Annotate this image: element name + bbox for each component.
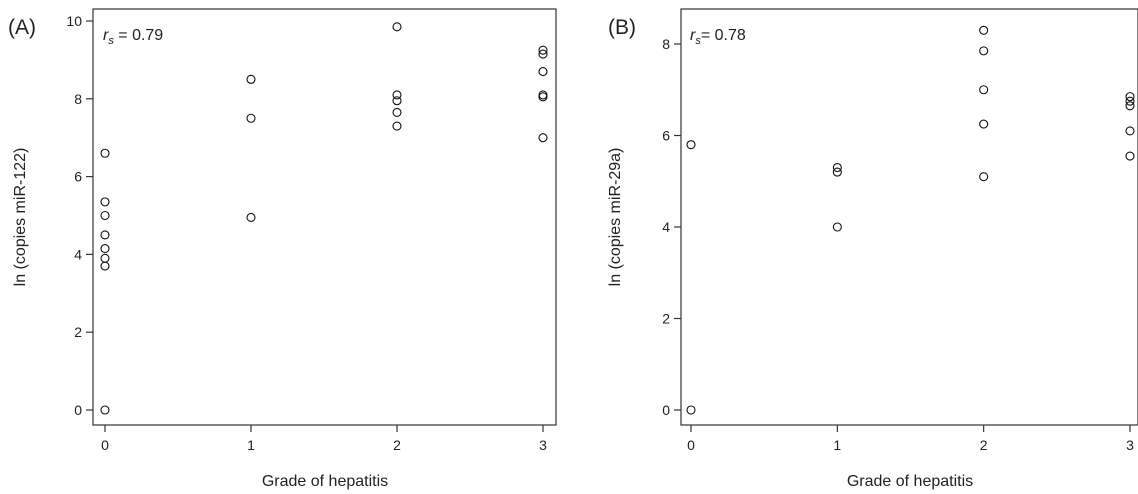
data-point-b — [832, 222, 842, 232]
y-tick-label-b: 2 — [662, 311, 670, 327]
corr-symbol-a: r — [103, 27, 109, 44]
y-tick-label-a: 8 — [74, 91, 82, 107]
data-point-a — [538, 92, 548, 102]
corr-value-a: = 0.79 — [114, 27, 163, 44]
correlation-annotation-a: rs = 0.79 — [103, 27, 163, 47]
data-point-a — [100, 244, 110, 254]
y-tick-label-a: 10 — [66, 13, 82, 29]
data-point-a — [538, 67, 548, 77]
plot-frame-a — [92, 8, 557, 426]
data-points-a — [100, 22, 548, 415]
y-axis-label-b: ln (copies miR-29a) — [607, 148, 624, 287]
x-tick-label-a: 1 — [247, 437, 255, 453]
panel-label-b: (B) — [608, 16, 636, 39]
data-point-b — [686, 140, 696, 150]
data-point-a — [100, 405, 110, 415]
data-point-a — [538, 90, 548, 100]
data-point-b — [979, 85, 989, 95]
x-tick-label-a: 3 — [539, 437, 547, 453]
data-point-a — [538, 45, 548, 55]
data-point-a — [392, 90, 402, 100]
data-point-a — [538, 133, 548, 143]
data-point-a — [392, 22, 402, 32]
y-tick-label-b: 0 — [662, 402, 670, 418]
x-tick-label-b: 3 — [1126, 437, 1134, 453]
data-point-a — [100, 230, 110, 240]
data-point-b — [832, 167, 842, 177]
corr-symbol-b: r — [690, 27, 696, 44]
data-point-b — [979, 46, 989, 56]
data-point-b — [1125, 101, 1135, 111]
x-tick-label-a: 2 — [393, 437, 401, 453]
data-point-a — [392, 107, 402, 117]
data-point-a — [392, 121, 402, 131]
data-point-a — [100, 261, 110, 271]
y-tick-label-a: 2 — [74, 324, 82, 340]
data-point-a — [246, 74, 256, 84]
data-point-b — [686, 405, 696, 415]
data-point-b — [979, 25, 989, 35]
y-tick-label-a: 6 — [74, 169, 82, 185]
y-tick-label-a: 0 — [74, 402, 82, 418]
data-point-a — [100, 210, 110, 221]
x-axis-label-a: Grade of hepatitis — [262, 473, 388, 490]
y-tick-label-b: 6 — [662, 128, 670, 144]
panel-b: (B) rs= 0.78 Grade of hepatitis ln (copi… — [607, 8, 1138, 490]
corr-value-b: = 0.78 — [701, 27, 746, 44]
axis-ticks-a: 0 1 2 3 0 2 4 6 8 10 — [66, 13, 547, 453]
axis-ticks-b: 0 1 2 3 0 2 4 6 8 — [662, 36, 1134, 453]
data-point-b — [1125, 92, 1135, 102]
x-tick-label-a: 0 — [101, 437, 109, 453]
data-point-b — [979, 172, 989, 182]
data-point-b — [1125, 126, 1135, 136]
x-axis-label-b: Grade of hepatitis — [847, 473, 973, 490]
data-point-b — [1125, 151, 1135, 161]
plot-frame-b — [680, 8, 1138, 426]
correlation-annotation-b: rs= 0.78 — [690, 27, 746, 47]
data-point-b — [832, 162, 842, 173]
corr-subscript-b: s — [695, 35, 701, 47]
data-point-b — [979, 119, 989, 129]
data-point-a — [100, 253, 110, 263]
panel-a: (A) rs = 0.79 Grade of hepatitis ln (cop… — [8, 8, 557, 490]
data-point-a — [246, 212, 256, 222]
corr-subscript-a: s — [108, 35, 114, 47]
data-point-a — [392, 96, 402, 106]
panel-label-a: (A) — [8, 16, 36, 39]
x-tick-label-b: 1 — [833, 437, 841, 453]
data-point-a — [100, 148, 110, 158]
data-point-a — [246, 113, 256, 123]
data-point-a — [538, 49, 548, 59]
y-axis-label-a: ln (copies miR-122) — [12, 148, 29, 287]
y-tick-label-b: 8 — [662, 36, 670, 52]
data-points-b — [686, 25, 1135, 415]
x-tick-label-b: 0 — [687, 437, 695, 453]
x-tick-label-b: 2 — [980, 437, 988, 453]
data-point-a — [100, 197, 110, 207]
data-point-b — [1125, 96, 1135, 106]
y-tick-label-b: 4 — [662, 219, 670, 235]
y-tick-label-a: 4 — [74, 246, 82, 262]
